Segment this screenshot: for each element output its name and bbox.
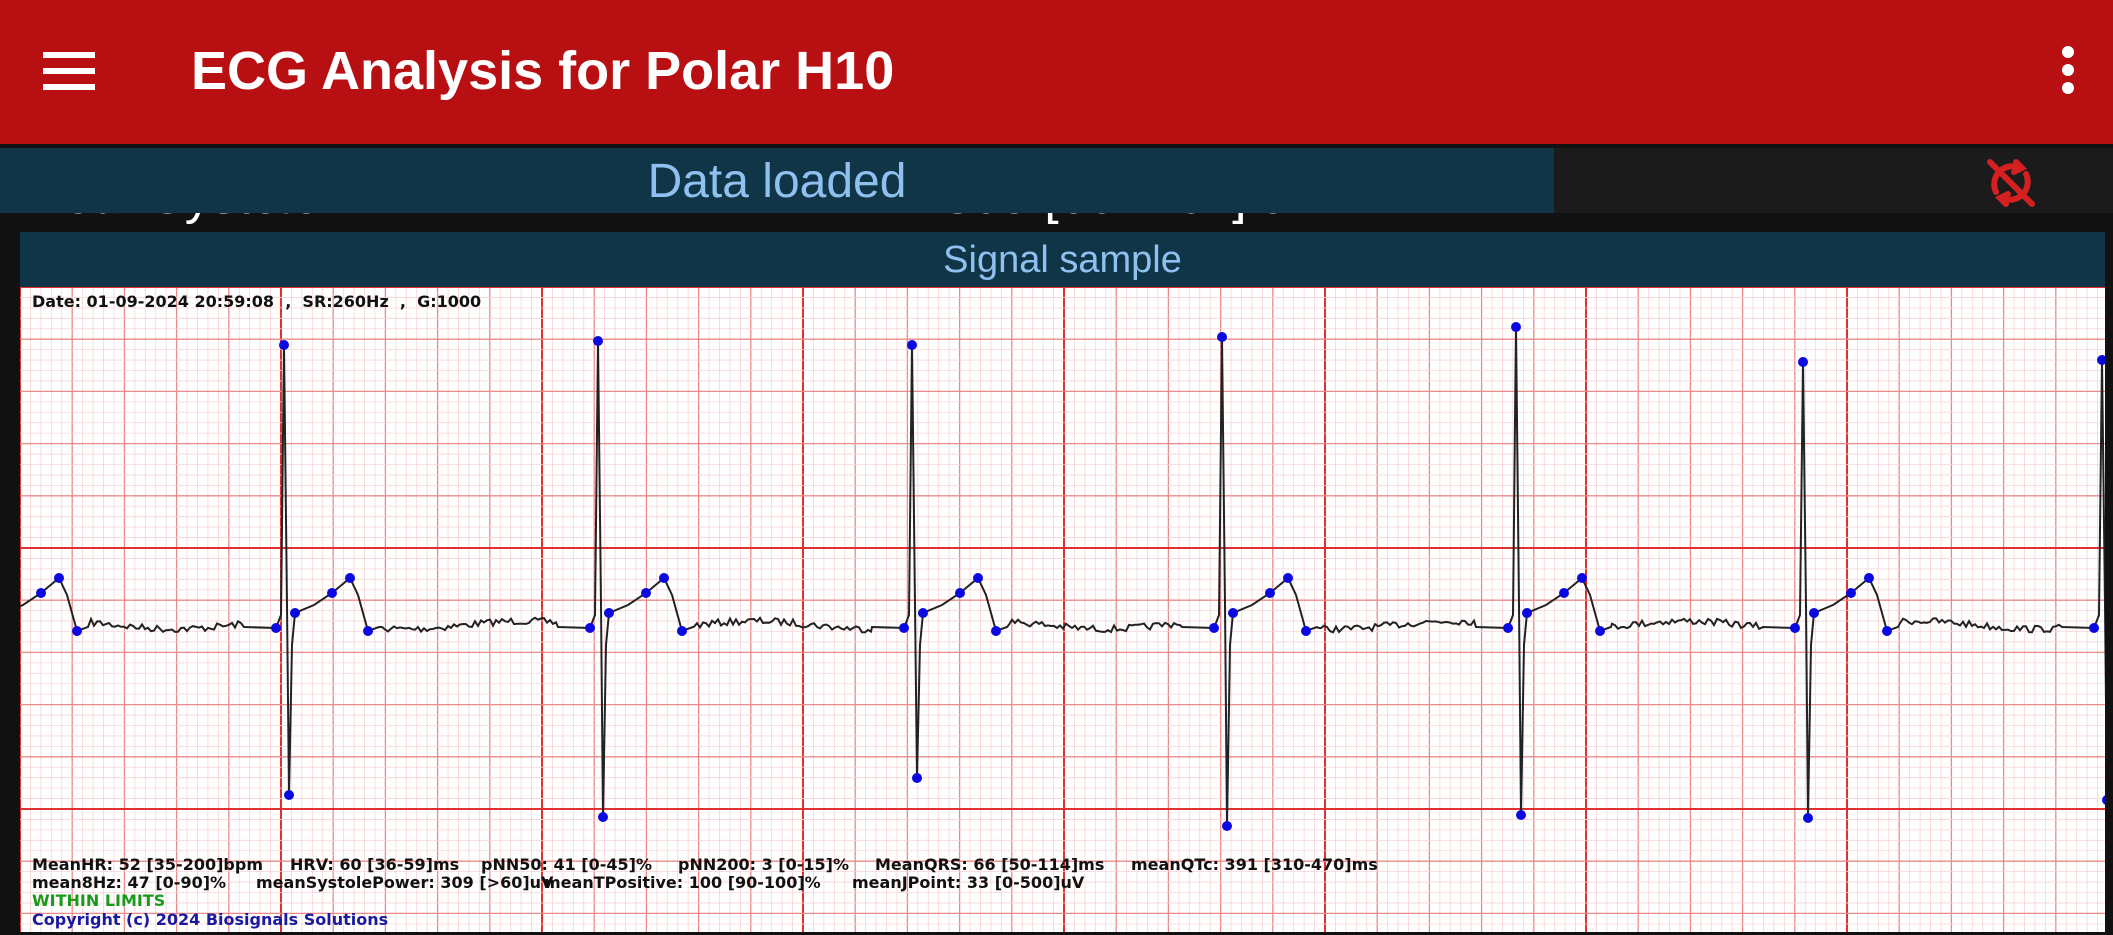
fiducial-point <box>1301 626 1311 636</box>
fiducial-point <box>1217 332 1227 342</box>
panel-header <box>20 232 2105 287</box>
sync-off-icon[interactable] <box>1976 152 2046 212</box>
fiducial-point <box>2102 795 2105 805</box>
fiducial-point <box>973 573 983 583</box>
fiducial-point <box>1809 608 1819 618</box>
fiducial-point <box>327 588 337 598</box>
fiducial-point <box>1503 623 1513 633</box>
fiducial-point <box>1595 626 1605 636</box>
fiducial-point <box>1790 623 1800 633</box>
app-bar <box>0 0 2113 144</box>
fiducial-point <box>2108 608 2113 618</box>
fiducial-point <box>1559 588 1569 598</box>
fiducial-point <box>2089 623 2099 633</box>
stat: meanJPoint: 33 [0-500]uV <box>852 873 1085 892</box>
fiducial-point <box>279 340 289 350</box>
fiducial-point <box>1798 357 1808 367</box>
stat: HRV: 60 [36-59]ms <box>290 855 460 874</box>
fiducial-point <box>585 623 595 633</box>
fiducial-point <box>54 573 64 583</box>
sync-area <box>1554 148 2113 213</box>
fiducial-point <box>1577 573 1587 583</box>
fiducial-point <box>604 608 614 618</box>
fiducial-point <box>918 608 928 618</box>
fiducial-point <box>36 588 46 598</box>
fiducial-point <box>1265 588 1275 598</box>
fiducial-point <box>284 790 294 800</box>
fiducial-point <box>598 812 608 822</box>
ecg-trace <box>20 326 2105 827</box>
recording-header: Date: 01-09-2024 20:59:08 , SR:260Hz , G… <box>32 292 482 311</box>
stat: pNN200: 3 [0-15]% <box>678 855 849 874</box>
fiducial-point <box>1864 573 1874 583</box>
fiducial-point <box>345 573 355 583</box>
stat: meanSystolePower: 309 [>60]uV <box>256 873 554 892</box>
fiducial-point <box>955 588 965 598</box>
fiducial-point <box>1803 813 1813 823</box>
fiducial-point <box>1222 821 1232 831</box>
stat: MeanQRS: 66 [50-114]ms <box>875 855 1105 874</box>
fiducial-point <box>991 626 1001 636</box>
stat: MeanHR: 52 [35-200]bpm <box>32 855 263 874</box>
fiducial-point <box>677 626 687 636</box>
fiducial-point <box>290 608 300 618</box>
stat: pNN50: 41 [0-45]% <box>481 855 652 874</box>
verdict: WITHIN LIMITS <box>32 891 166 910</box>
fiducial-point <box>0 795 3 805</box>
fiducial-point <box>2097 355 2105 365</box>
fiducial-point <box>1283 573 1293 583</box>
fiducial-point <box>271 623 281 633</box>
fiducial-point <box>1882 626 1892 636</box>
stat: mean8Hz: 47 [0-90]% <box>32 873 227 892</box>
fiducial-point <box>659 573 669 583</box>
copyright: Copyright (c) 2024 Biosignals Solutions <box>32 910 389 929</box>
app-title: ECG Analysis for Polar H10 <box>191 41 895 101</box>
fiducial-point <box>363 626 373 636</box>
fiducial-point <box>1511 322 1521 332</box>
status-message: Data loaded <box>647 155 907 208</box>
status-bar <box>0 148 1554 213</box>
panel-title: Signal sample <box>943 239 1182 281</box>
fiducial-point <box>899 623 909 633</box>
fiducial-point <box>912 773 922 783</box>
fiducial-point <box>1228 608 1238 618</box>
stat: meanTPositive: 100 [90-100]% <box>544 873 821 892</box>
fiducial-point <box>593 336 603 346</box>
fiducial-point <box>1522 608 1532 618</box>
fiducial-point <box>641 588 651 598</box>
plot-background <box>20 287 2105 932</box>
fiducial-point <box>907 340 917 350</box>
fiducial-point <box>1846 588 1856 598</box>
fiducial-point <box>1209 623 1219 633</box>
stat: meanQTc: 391 [310-470]ms <box>1131 855 1378 874</box>
fiducial-point <box>0 608 9 618</box>
fiducial-point <box>1516 810 1526 820</box>
fiducial-point <box>72 626 82 636</box>
